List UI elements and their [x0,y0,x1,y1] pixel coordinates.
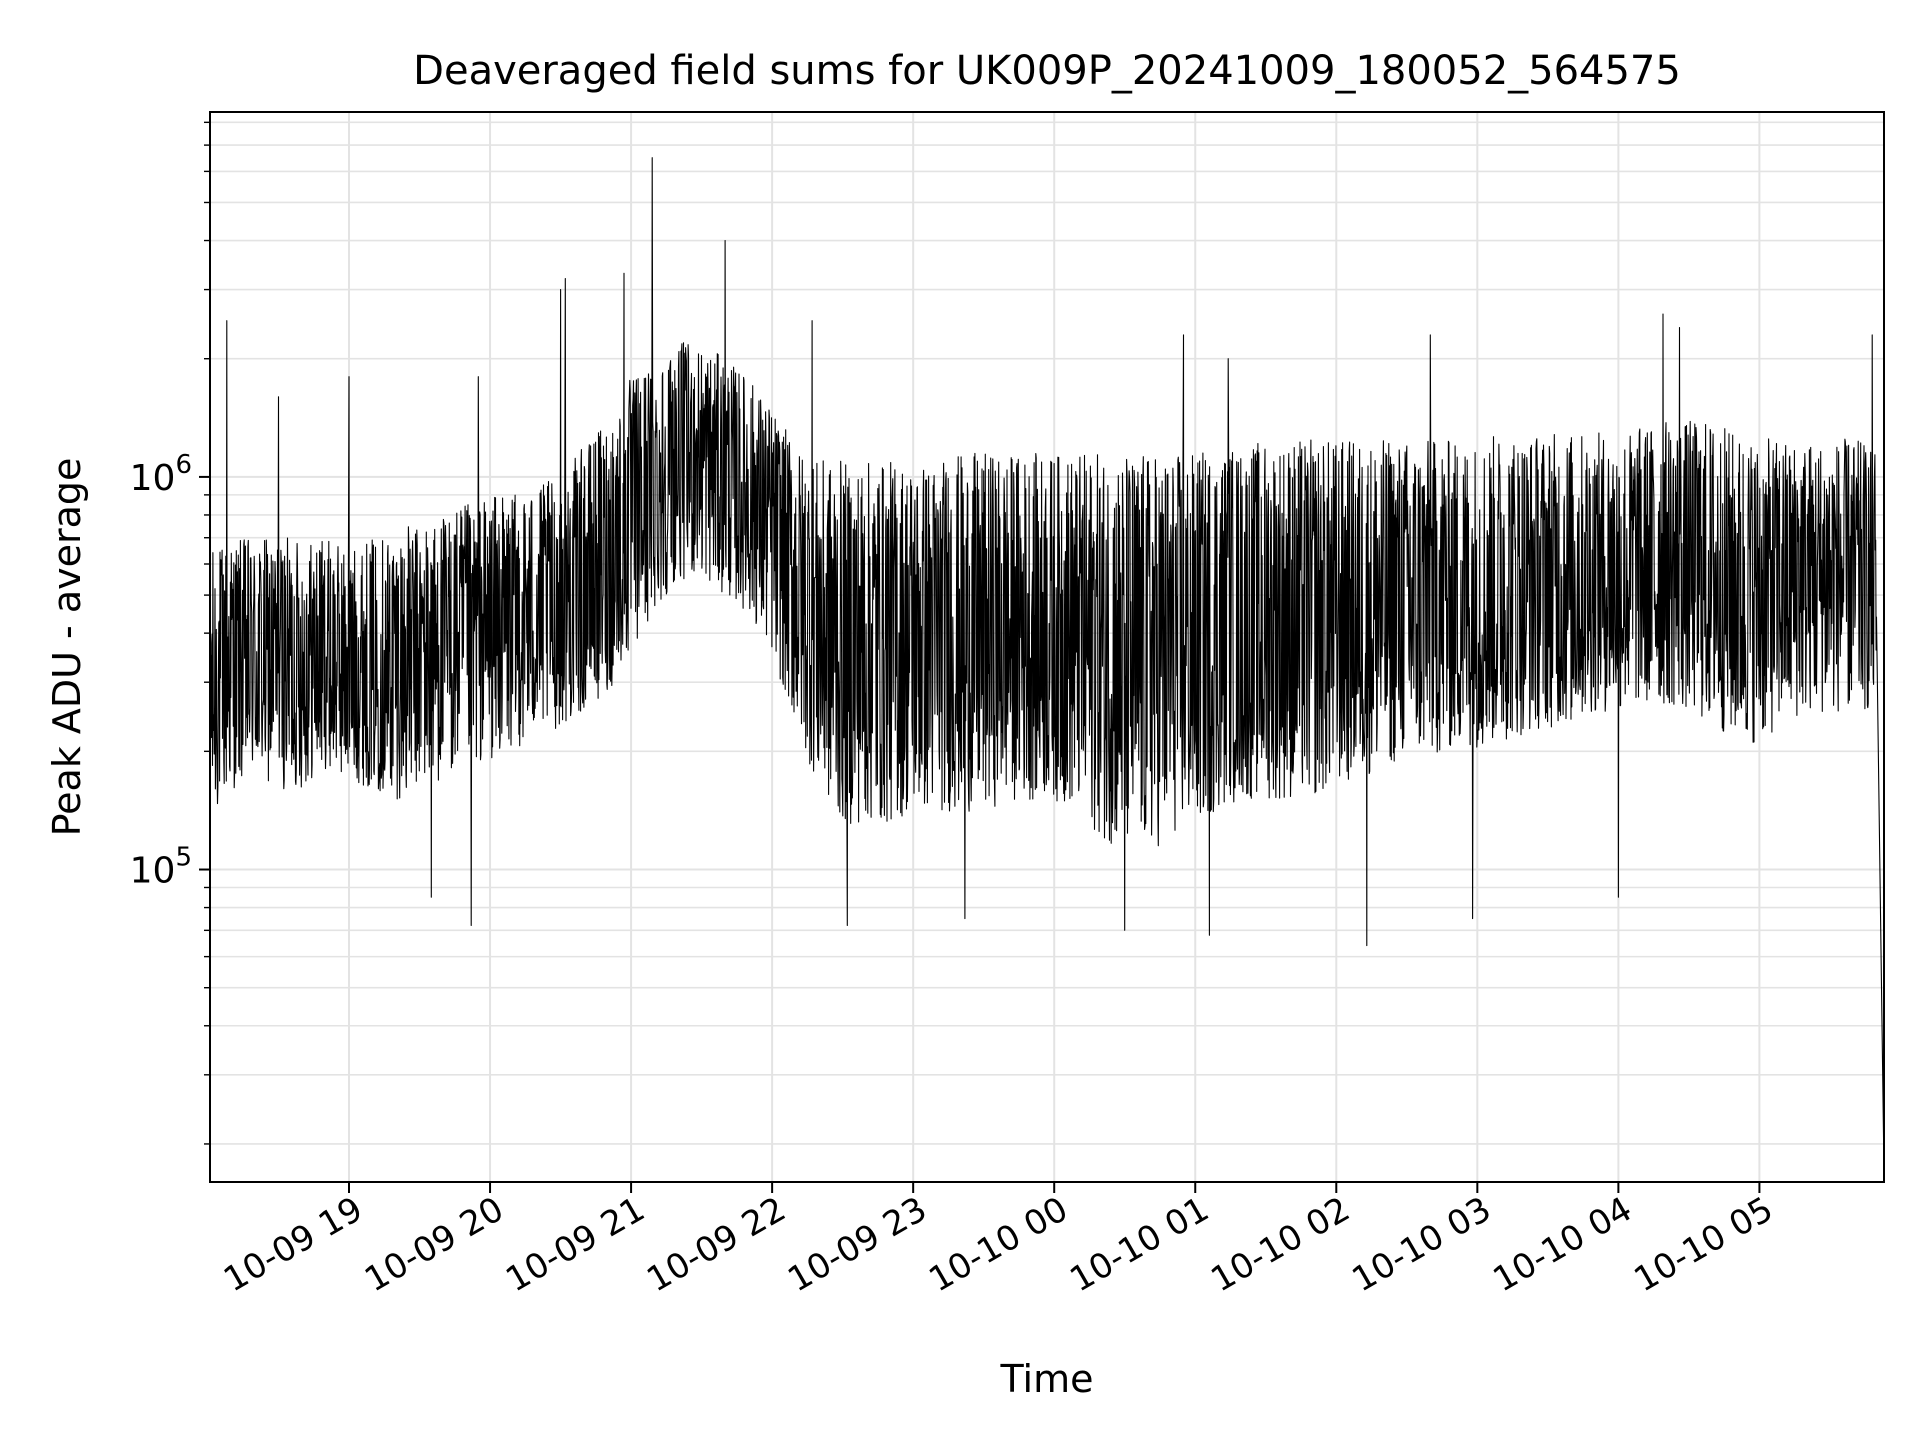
y-tick-label: 105 [130,843,192,892]
y-axis-ticks: 105 106 [130,121,210,1145]
series-line [209,157,1885,1172]
x-axis-label: Time [1000,1357,1094,1401]
chart-title: Deaveraged field sums for UK009P_2024100… [413,48,1681,94]
y-axis-label: Peak ADU - average [45,458,89,837]
plot-frame [209,111,1885,1183]
y-tick-label: 106 [130,450,192,499]
data-series [209,157,1885,1172]
